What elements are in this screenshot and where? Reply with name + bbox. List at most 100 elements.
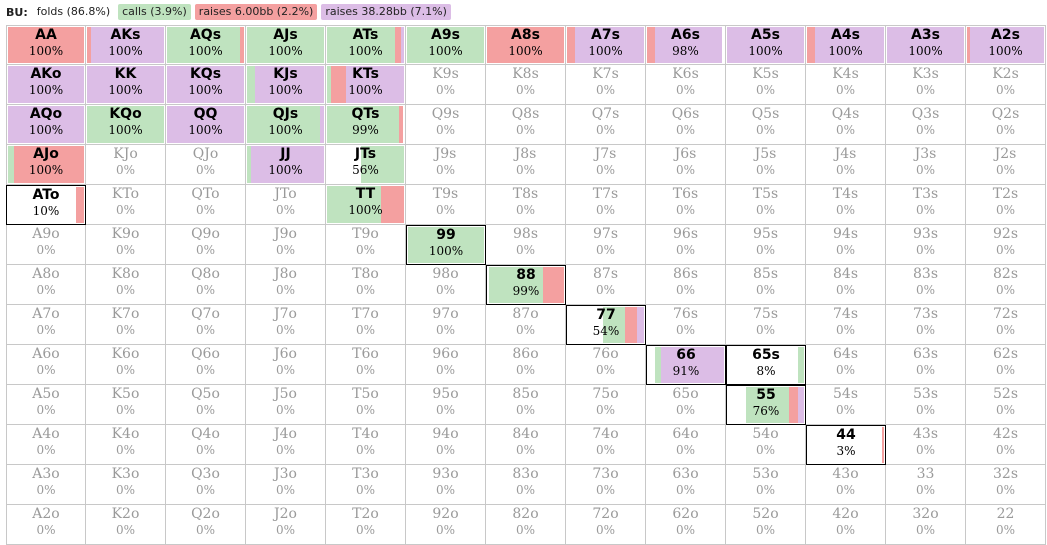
hand-cell-A7s[interactable]: A7s 100%: [566, 25, 646, 65]
hand-cell-AKs[interactable]: AKs 100%: [86, 25, 166, 65]
hand-cell-K5s[interactable]: K5s 0%: [726, 65, 806, 105]
hand-cell-98s[interactable]: 98s 0%: [486, 225, 566, 265]
hand-cell-A8s[interactable]: A8s 100%: [486, 25, 566, 65]
hand-cell-A2o[interactable]: A2o 0%: [6, 505, 86, 545]
hand-cell-T4o[interactable]: T4o 0%: [326, 425, 406, 465]
hand-cell-74s[interactable]: 74s 0%: [806, 305, 886, 345]
hand-cell-J6s[interactable]: J6s 0%: [646, 145, 726, 185]
hand-cell-QTs[interactable]: QTs 99%: [326, 105, 406, 145]
hand-cell-84o[interactable]: 84o 0%: [486, 425, 566, 465]
hand-cell-J9s[interactable]: J9s 0%: [406, 145, 486, 185]
hand-cell-73s[interactable]: 73s 0%: [886, 305, 966, 345]
hand-cell-42s[interactable]: 42s 0%: [966, 425, 1046, 465]
hand-cell-75o[interactable]: 75o 0%: [566, 385, 646, 425]
hand-cell-82o[interactable]: 82o 0%: [486, 505, 566, 545]
hand-cell-Q7o[interactable]: Q7o 0%: [166, 305, 246, 345]
hand-cell-KQo[interactable]: KQo 100%: [86, 105, 166, 145]
hand-cell-53s[interactable]: 53s 0%: [886, 385, 966, 425]
hand-cell-85o[interactable]: 85o 0%: [486, 385, 566, 425]
hand-cell-42o[interactable]: 42o 0%: [806, 505, 886, 545]
hand-cell-52o[interactable]: 52o 0%: [726, 505, 806, 545]
hand-cell-86s[interactable]: 86s 0%: [646, 265, 726, 305]
hand-cell-K7o[interactable]: K7o 0%: [86, 305, 166, 345]
hand-cell-65s[interactable]: 65s 8%: [726, 345, 806, 385]
hand-cell-86o[interactable]: 86o 0%: [486, 345, 566, 385]
hand-cell-96s[interactable]: 96s 0%: [646, 225, 726, 265]
hand-cell-99[interactable]: 99 100%: [406, 225, 486, 265]
hand-cell-Q4o[interactable]: Q4o 0%: [166, 425, 246, 465]
hand-cell-A7o[interactable]: A7o 0%: [6, 305, 86, 345]
hand-cell-A6s[interactable]: A6s 98%: [646, 25, 726, 65]
legend-raise-small[interactable]: raises 6.00bb (2.2%): [194, 4, 318, 20]
hand-cell-44[interactable]: 44 3%: [806, 425, 886, 465]
hand-cell-KK[interactable]: KK 100%: [86, 65, 166, 105]
hand-cell-J4s[interactable]: J4s 0%: [806, 145, 886, 185]
hand-cell-66[interactable]: 66 91%: [646, 345, 726, 385]
hand-cell-87o[interactable]: 87o 0%: [486, 305, 566, 345]
hand-cell-A5s[interactable]: A5s 100%: [726, 25, 806, 65]
hand-cell-KTo[interactable]: KTo 0%: [86, 185, 166, 225]
hand-cell-Q6o[interactable]: Q6o 0%: [166, 345, 246, 385]
hand-cell-22[interactable]: 22 0%: [966, 505, 1046, 545]
hand-cell-T9o[interactable]: T9o 0%: [326, 225, 406, 265]
hand-cell-95s[interactable]: 95s 0%: [726, 225, 806, 265]
hand-cell-Q3s[interactable]: Q3s 0%: [886, 105, 966, 145]
hand-cell-T3o[interactable]: T3o 0%: [326, 465, 406, 505]
hand-cell-J6o[interactable]: J6o 0%: [246, 345, 326, 385]
hand-cell-K3o[interactable]: K3o 0%: [86, 465, 166, 505]
hand-cell-ATo[interactable]: ATo 10%: [6, 185, 86, 225]
hand-cell-J9o[interactable]: J9o 0%: [246, 225, 326, 265]
hand-cell-Q9s[interactable]: Q9s 0%: [406, 105, 486, 145]
hand-cell-K8o[interactable]: K8o 0%: [86, 265, 166, 305]
hand-cell-K8s[interactable]: K8s 0%: [486, 65, 566, 105]
hand-cell-85s[interactable]: 85s 0%: [726, 265, 806, 305]
hand-cell-Q4s[interactable]: Q4s 0%: [806, 105, 886, 145]
hand-cell-A9o[interactable]: A9o 0%: [6, 225, 86, 265]
hand-cell-QTo[interactable]: QTo 0%: [166, 185, 246, 225]
hand-cell-Q5s[interactable]: Q5s 0%: [726, 105, 806, 145]
hand-cell-43o[interactable]: 43o 0%: [806, 465, 886, 505]
hand-cell-ATs[interactable]: ATs 100%: [326, 25, 406, 65]
hand-cell-Q8o[interactable]: Q8o 0%: [166, 265, 246, 305]
hand-cell-75s[interactable]: 75s 0%: [726, 305, 806, 345]
hand-cell-KTs[interactable]: KTs 100%: [326, 65, 406, 105]
hand-cell-K6s[interactable]: K6s 0%: [646, 65, 726, 105]
hand-cell-K3s[interactable]: K3s 0%: [886, 65, 966, 105]
hand-cell-73o[interactable]: 73o 0%: [566, 465, 646, 505]
hand-cell-A3s[interactable]: A3s 100%: [886, 25, 966, 65]
hand-cell-96o[interactable]: 96o 0%: [406, 345, 486, 385]
hand-cell-J2s[interactable]: J2s 0%: [966, 145, 1046, 185]
hand-cell-94o[interactable]: 94o 0%: [406, 425, 486, 465]
hand-cell-82s[interactable]: 82s 0%: [966, 265, 1046, 305]
hand-cell-J5s[interactable]: J5s 0%: [726, 145, 806, 185]
hand-cell-KQs[interactable]: KQs 100%: [166, 65, 246, 105]
hand-cell-T2s[interactable]: T2s 0%: [966, 185, 1046, 225]
hand-cell-54o[interactable]: 54o 0%: [726, 425, 806, 465]
hand-cell-65o[interactable]: 65o 0%: [646, 385, 726, 425]
hand-cell-72s[interactable]: 72s 0%: [966, 305, 1046, 345]
hand-cell-K2o[interactable]: K2o 0%: [86, 505, 166, 545]
hand-cell-Q5o[interactable]: Q5o 0%: [166, 385, 246, 425]
hand-cell-AJo[interactable]: AJo 100%: [6, 145, 86, 185]
hand-cell-83o[interactable]: 83o 0%: [486, 465, 566, 505]
hand-cell-A8o[interactable]: A8o 0%: [6, 265, 86, 305]
hand-cell-K2s[interactable]: K2s 0%: [966, 65, 1046, 105]
hand-cell-Q2o[interactable]: Q2o 0%: [166, 505, 246, 545]
hand-cell-K9o[interactable]: K9o 0%: [86, 225, 166, 265]
hand-cell-T3s[interactable]: T3s 0%: [886, 185, 966, 225]
hand-cell-95o[interactable]: 95o 0%: [406, 385, 486, 425]
hand-cell-A2s[interactable]: A2s 100%: [966, 25, 1046, 65]
hand-cell-76s[interactable]: 76s 0%: [646, 305, 726, 345]
hand-cell-64o[interactable]: 64o 0%: [646, 425, 726, 465]
hand-cell-QQ[interactable]: QQ 100%: [166, 105, 246, 145]
hand-cell-Q2s[interactable]: Q2s 0%: [966, 105, 1046, 145]
hand-cell-54s[interactable]: 54s 0%: [806, 385, 886, 425]
hand-cell-43s[interactable]: 43s 0%: [886, 425, 966, 465]
hand-cell-J3s[interactable]: J3s 0%: [886, 145, 966, 185]
hand-cell-74o[interactable]: 74o 0%: [566, 425, 646, 465]
hand-cell-55[interactable]: 55 76%: [726, 385, 806, 425]
hand-cell-K4o[interactable]: K4o 0%: [86, 425, 166, 465]
hand-cell-T6o[interactable]: T6o 0%: [326, 345, 406, 385]
hand-cell-97s[interactable]: 97s 0%: [566, 225, 646, 265]
legend-raise-big[interactable]: raises 38.28bb (7.1%): [321, 4, 451, 20]
